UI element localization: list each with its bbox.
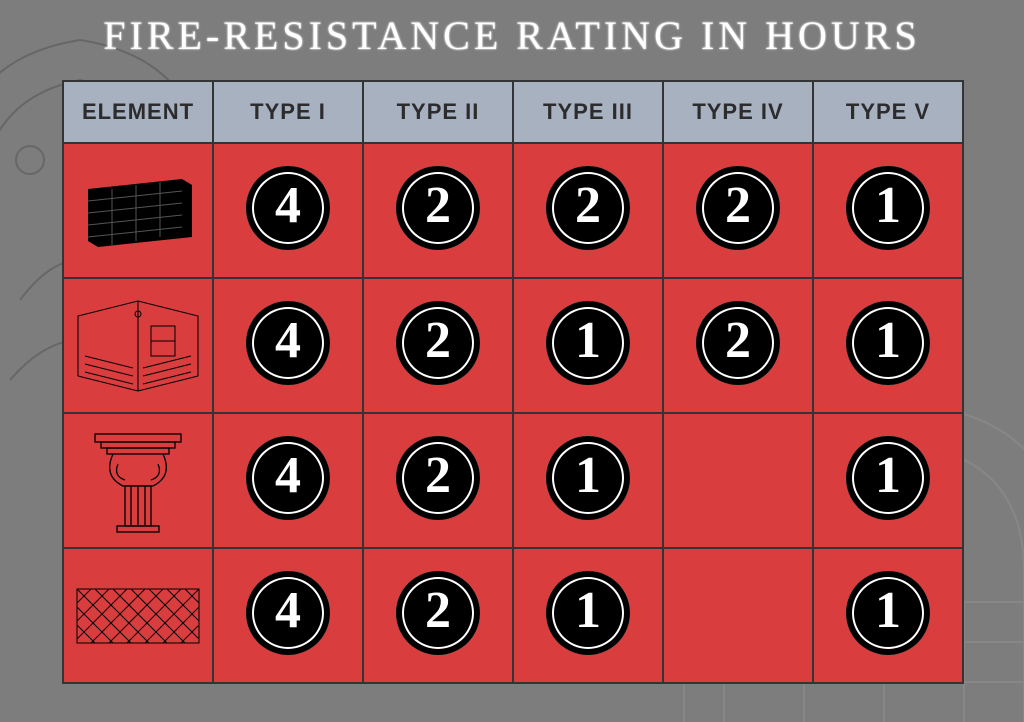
- rating-value: 4: [275, 180, 301, 232]
- table-row: 4 2 2 2 1: [63, 143, 963, 278]
- interior-room-icon: [73, 296, 203, 396]
- rating-badge: 4: [246, 301, 330, 385]
- rating-cell: 4: [213, 143, 363, 278]
- rating-value: 1: [875, 585, 901, 637]
- rating-value: 4: [275, 315, 301, 367]
- table-row: 4 2 1 2 1: [63, 278, 963, 413]
- rating-value: 2: [575, 180, 601, 232]
- rating-badge: 2: [396, 571, 480, 655]
- rating-value: 1: [875, 315, 901, 367]
- rating-badge: 1: [546, 436, 630, 520]
- rating-value: 2: [425, 315, 451, 367]
- table-body: 4 2 2 2 1: [63, 143, 963, 683]
- rating-value: 2: [425, 180, 451, 232]
- rating-value: 4: [275, 585, 301, 637]
- rating-value: 1: [575, 315, 601, 367]
- rating-cell: 1: [513, 278, 663, 413]
- rating-badge: 1: [846, 436, 930, 520]
- rating-badge: 2: [396, 301, 480, 385]
- col-header-type-4: TYPE IV: [663, 81, 813, 143]
- rating-badge: 1: [546, 301, 630, 385]
- rating-cell: 1: [813, 143, 963, 278]
- element-cell: [63, 548, 213, 683]
- rating-cell: 2: [363, 548, 513, 683]
- element-cell: [63, 143, 213, 278]
- rating-badge: 1: [846, 166, 930, 250]
- rating-cell: 1: [513, 548, 663, 683]
- rating-cell: 2: [663, 143, 813, 278]
- rating-cell: 1: [813, 548, 963, 683]
- rating-value: 1: [575, 450, 601, 502]
- canvas: FIRE-RESISTANCE RATING IN HOURS ELEMENT …: [0, 0, 1024, 722]
- rating-cell-empty: [663, 548, 813, 683]
- table-row: 4 2 1 1: [63, 548, 963, 683]
- lattice-grate-icon: [73, 581, 203, 651]
- rating-cell: 2: [363, 278, 513, 413]
- rating-cell: 2: [363, 143, 513, 278]
- rating-cell: 4: [213, 413, 363, 548]
- col-header-element: ELEMENT: [63, 81, 213, 143]
- element-cell: [63, 278, 213, 413]
- column-capital-icon: [83, 426, 193, 536]
- rating-cell: 2: [363, 413, 513, 548]
- rating-value: 2: [425, 585, 451, 637]
- col-header-type-3: TYPE III: [513, 81, 663, 143]
- rating-cell: 1: [513, 413, 663, 548]
- ratings-table-container: ELEMENT TYPE I TYPE II TYPE III TYPE IV …: [62, 80, 962, 684]
- rating-badge: 2: [696, 166, 780, 250]
- col-header-type-5: TYPE V: [813, 81, 963, 143]
- element-cell: [63, 413, 213, 548]
- rating-value: 1: [875, 450, 901, 502]
- col-header-type-1: TYPE I: [213, 81, 363, 143]
- rating-badge: 2: [396, 166, 480, 250]
- rating-value: 2: [725, 180, 751, 232]
- ratings-table: ELEMENT TYPE I TYPE II TYPE III TYPE IV …: [62, 80, 964, 684]
- rating-badge: 1: [846, 571, 930, 655]
- table-head: ELEMENT TYPE I TYPE II TYPE III TYPE IV …: [63, 81, 963, 143]
- rating-value: 2: [725, 315, 751, 367]
- rating-badge: 2: [396, 436, 480, 520]
- rating-cell: 1: [813, 413, 963, 548]
- rating-cell: 4: [213, 548, 363, 683]
- rating-value: 1: [575, 585, 601, 637]
- rating-badge: 4: [246, 436, 330, 520]
- rating-cell: 2: [663, 278, 813, 413]
- rating-cell-empty: [663, 413, 813, 548]
- brick-wall-icon: [78, 171, 198, 251]
- col-header-type-2: TYPE II: [363, 81, 513, 143]
- rating-badge: 4: [246, 571, 330, 655]
- rating-badge: 4: [246, 166, 330, 250]
- rating-cell: 1: [813, 278, 963, 413]
- rating-cell: 2: [513, 143, 663, 278]
- rating-value: 2: [425, 450, 451, 502]
- rating-badge: 1: [846, 301, 930, 385]
- page-title: FIRE-RESISTANCE RATING IN HOURS: [0, 12, 1024, 59]
- rating-badge: 1: [546, 571, 630, 655]
- table-row: 4 2 1 1: [63, 413, 963, 548]
- rating-badge: 2: [696, 301, 780, 385]
- rating-badge: 2: [546, 166, 630, 250]
- rating-value: 4: [275, 450, 301, 502]
- rating-value: 1: [875, 180, 901, 232]
- rating-cell: 4: [213, 278, 363, 413]
